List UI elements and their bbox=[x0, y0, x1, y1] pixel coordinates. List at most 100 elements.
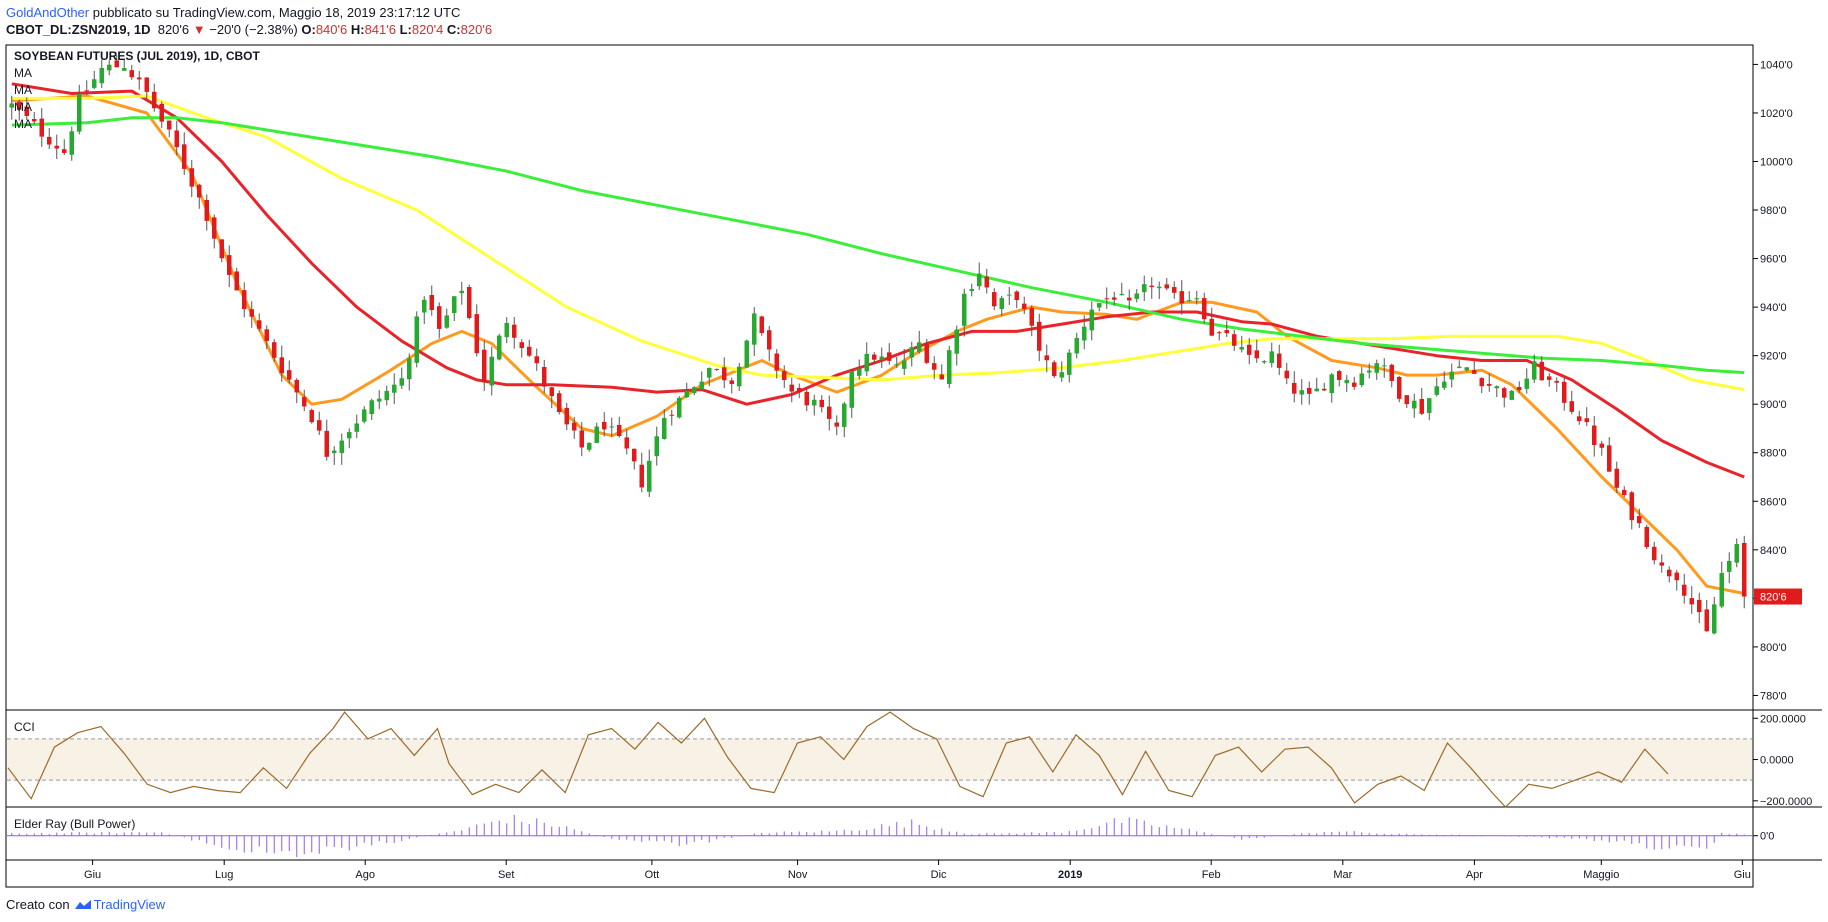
candle-body bbox=[1547, 376, 1552, 380]
ma-line-4 bbox=[11, 116, 1745, 375]
cci-tick-label: −200.0000 bbox=[1760, 796, 1812, 808]
tradingview-link[interactable]: TradingView bbox=[93, 897, 166, 912]
ma-line-3 bbox=[11, 94, 1745, 392]
candle-body bbox=[1734, 544, 1739, 563]
candle-body bbox=[827, 406, 832, 419]
candle-body bbox=[1179, 291, 1184, 304]
candle-body bbox=[519, 342, 524, 349]
candle-body bbox=[1209, 318, 1214, 336]
candle-body bbox=[917, 342, 922, 352]
ohlc-header: CBOT_DL:ZSN2019, 1D 820'6 ▼ −20'0 (−2.38… bbox=[6, 22, 492, 37]
candle-body bbox=[1674, 572, 1679, 581]
candle-body bbox=[204, 199, 209, 221]
price-tick-label: 860'0 bbox=[1760, 496, 1787, 508]
candle-body bbox=[1697, 599, 1702, 613]
candle-body bbox=[167, 120, 172, 130]
candle-body bbox=[984, 276, 989, 288]
candle-body bbox=[129, 70, 134, 78]
cci-band bbox=[7, 738, 1752, 781]
candle-body bbox=[504, 322, 509, 338]
candle-body bbox=[857, 368, 862, 376]
candle-body bbox=[1397, 376, 1402, 399]
candle-body bbox=[1517, 387, 1522, 391]
candle-body bbox=[1134, 293, 1139, 299]
price-tick-label: 1000'0 bbox=[1760, 156, 1793, 168]
candle-body bbox=[759, 316, 764, 334]
candle-body bbox=[1299, 390, 1304, 395]
candle-body bbox=[1262, 361, 1267, 363]
candle-body bbox=[647, 460, 652, 492]
price-tick-label: 920'0 bbox=[1760, 351, 1787, 363]
candle-body bbox=[24, 106, 29, 117]
candle-body bbox=[339, 440, 344, 453]
candle-body bbox=[272, 342, 277, 358]
candle-body bbox=[1382, 365, 1387, 367]
price-tick-label: 880'0 bbox=[1760, 448, 1787, 460]
candle-body bbox=[1667, 569, 1672, 577]
candle-body bbox=[92, 79, 97, 88]
time-tick-label: 2019 bbox=[1058, 869, 1082, 881]
candle-body bbox=[219, 239, 224, 259]
candle-body bbox=[1629, 492, 1634, 521]
candle-body bbox=[534, 356, 539, 364]
candle-body bbox=[1404, 395, 1409, 405]
candle-body bbox=[1029, 307, 1034, 326]
candle-body bbox=[302, 397, 307, 407]
candle-body bbox=[1352, 382, 1357, 387]
down-arrow-icon: ▼ bbox=[192, 22, 206, 37]
candle-body bbox=[707, 368, 712, 378]
candle-body bbox=[1509, 390, 1514, 400]
candle-body bbox=[512, 324, 517, 338]
candle-body bbox=[114, 60, 119, 68]
elder-ray-legend: Elder Ray (Bull Power) bbox=[14, 817, 135, 831]
candle-body bbox=[489, 356, 494, 386]
candle-body bbox=[467, 287, 472, 319]
candle-body bbox=[1599, 443, 1604, 448]
candle-body bbox=[1434, 386, 1439, 395]
candle-body bbox=[1247, 344, 1252, 355]
candle-body bbox=[99, 67, 104, 84]
ma-legend-3: MA bbox=[14, 100, 32, 114]
price-tick-label: 800'0 bbox=[1760, 642, 1787, 654]
candle-body bbox=[722, 367, 727, 381]
trading-chart[interactable]: 1040'0 1020'0 1000'0 980'0 960'0 940'0 920'0 90… bbox=[0, 40, 1828, 892]
candle-body bbox=[1427, 398, 1432, 413]
candle-body bbox=[617, 424, 622, 436]
candle-body bbox=[969, 289, 974, 292]
candle-body bbox=[1442, 381, 1447, 388]
candle-body bbox=[429, 294, 434, 311]
candle-body bbox=[1682, 584, 1687, 596]
candle-body bbox=[1329, 374, 1334, 394]
author-link[interactable]: GoldAndOther bbox=[6, 5, 90, 20]
close-label: C: bbox=[446, 22, 461, 37]
time-tick-label: Giu bbox=[1734, 869, 1751, 881]
tradingview-logo-icon bbox=[74, 900, 91, 909]
candle-body bbox=[924, 343, 929, 363]
candle-body bbox=[849, 371, 854, 408]
candle-body bbox=[414, 316, 419, 363]
candle-body bbox=[437, 306, 442, 329]
candles bbox=[9, 55, 1747, 635]
candle-body bbox=[1652, 546, 1657, 561]
candle-body bbox=[662, 418, 667, 439]
candle-body bbox=[542, 367, 547, 387]
ma-legend-2: MA bbox=[14, 83, 32, 97]
candle-body bbox=[902, 360, 907, 369]
candle-body bbox=[144, 77, 149, 92]
candle-body bbox=[159, 103, 164, 122]
candle-body bbox=[1187, 300, 1192, 302]
candle-body bbox=[947, 350, 952, 385]
candle-body bbox=[317, 420, 322, 431]
candle-body bbox=[174, 130, 179, 148]
candle-body bbox=[1344, 379, 1349, 384]
candle-body bbox=[1022, 303, 1027, 309]
candle-body bbox=[872, 354, 877, 360]
candle-body bbox=[1389, 364, 1394, 382]
candle-body bbox=[999, 298, 1004, 309]
candle-body bbox=[834, 422, 839, 427]
candle-body bbox=[459, 290, 464, 294]
candle-body bbox=[609, 426, 614, 428]
time-tick-label: Nov bbox=[788, 869, 808, 881]
candle-body bbox=[62, 149, 67, 153]
candle-body bbox=[774, 353, 779, 371]
